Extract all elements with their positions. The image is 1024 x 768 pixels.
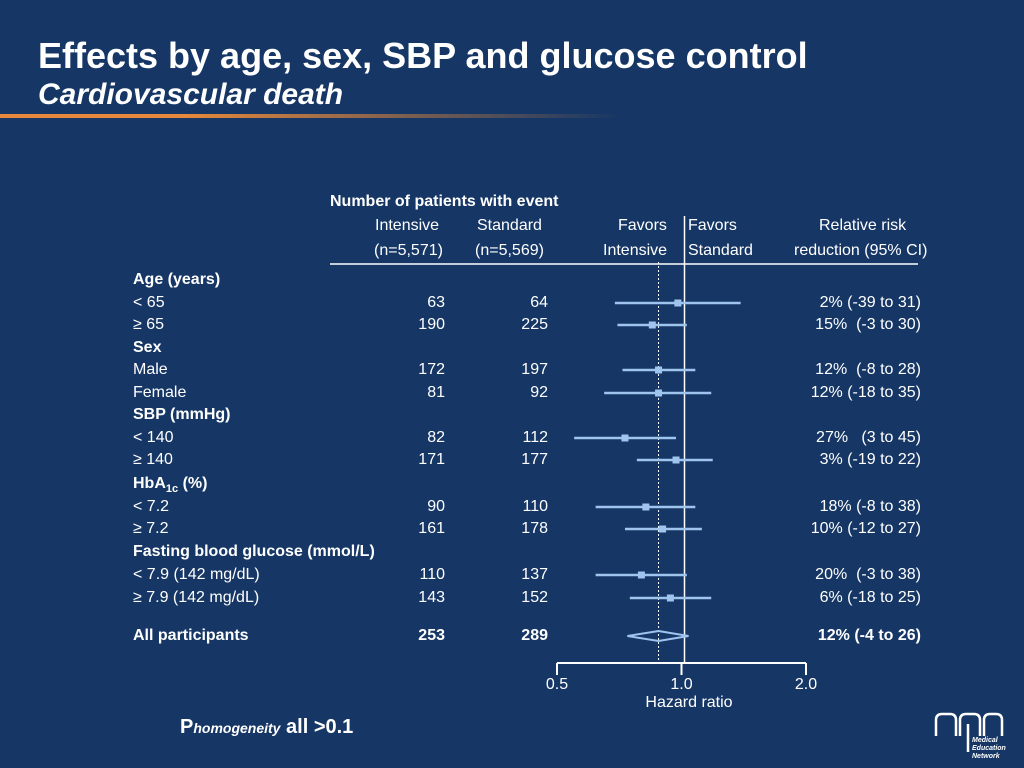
events-group-title: Number of patients with event bbox=[330, 193, 559, 210]
title-divider bbox=[0, 114, 620, 118]
row-label: < 65 bbox=[133, 294, 165, 311]
rrr-value: 6% (-18 to 25) bbox=[819, 589, 921, 606]
rrr-value: 2% (-39 to 31) bbox=[819, 294, 921, 311]
logo-line-2: Education bbox=[972, 745, 1006, 752]
group-header: SBP (mmHg) bbox=[133, 406, 231, 423]
intensive-events: 161 bbox=[418, 520, 445, 537]
x-tick-label: 0.5 bbox=[546, 676, 568, 693]
x-tick-label: 1.0 bbox=[670, 676, 692, 693]
medical-education-network-logo: Medical Education Network bbox=[934, 712, 1006, 760]
rrr-header-1: Relative risk bbox=[819, 217, 907, 234]
rrr-value: 12% (-4 to 26) bbox=[817, 627, 921, 644]
slide-subtitle: Cardiovascular death bbox=[38, 78, 344, 111]
row-label-main: HbA bbox=[133, 475, 166, 492]
intensive-events: 143 bbox=[418, 589, 445, 606]
intensive-events: 172 bbox=[418, 361, 445, 378]
standard-events: 110 bbox=[522, 498, 548, 515]
rrr-value: 12% (-18 to 35) bbox=[810, 384, 921, 401]
hr-point bbox=[648, 321, 656, 329]
hr-point bbox=[637, 571, 645, 579]
logo-line-3: Network bbox=[972, 753, 1001, 760]
favors-standard-label-2: Standard bbox=[688, 242, 753, 259]
row-label: ≥ 65 bbox=[133, 316, 165, 333]
row-label: Male bbox=[133, 361, 168, 378]
rrr-value: 12% (-8 to 28) bbox=[815, 361, 921, 378]
row-label: ≥ 7.2 bbox=[133, 520, 169, 537]
favors-intensive-label-2: Intensive bbox=[603, 242, 668, 259]
hr-point bbox=[666, 594, 674, 602]
hr-point bbox=[621, 434, 629, 442]
standard-events: 177 bbox=[521, 451, 548, 468]
hr-point bbox=[642, 503, 650, 511]
intensive-events: 190 bbox=[418, 316, 445, 333]
rrr-value: 10% (-12 to 27) bbox=[810, 520, 921, 537]
row-label: All participants bbox=[133, 627, 249, 644]
x-axis-label: Hazard ratio bbox=[645, 694, 732, 711]
standard-events: 225 bbox=[521, 316, 548, 333]
standard-events: 197 bbox=[521, 361, 548, 378]
rrr-value: 20% (-3 to 38) bbox=[815, 566, 921, 583]
standard-events: 137 bbox=[521, 566, 548, 583]
intensive-events: 253 bbox=[418, 627, 445, 644]
hr-point bbox=[655, 389, 663, 397]
x-tick-label: 2.0 bbox=[795, 676, 817, 693]
slide-title: Effects by age, sex, SBP and glucose con… bbox=[38, 35, 808, 76]
row-label-subscript: 1c bbox=[165, 483, 179, 496]
intensive-events: 63 bbox=[427, 294, 445, 311]
col-standard-label: Standard bbox=[477, 217, 542, 234]
footnote-sub: homogeneity bbox=[193, 720, 281, 736]
row-label: Female bbox=[133, 384, 187, 401]
rrr-value: 18% (-8 to 38) bbox=[819, 498, 921, 515]
standard-events: 152 bbox=[521, 589, 548, 606]
favors-standard-label-1: Favors bbox=[688, 217, 737, 234]
standard-events: 178 bbox=[521, 520, 548, 537]
footnote-rest: all >0.1 bbox=[280, 716, 354, 738]
rrr-header-2: reduction (95% CI) bbox=[794, 242, 928, 259]
footnote-p: P bbox=[180, 716, 194, 738]
group-header: Age (years) bbox=[133, 271, 221, 288]
favors-intensive-label-1: Favors bbox=[618, 217, 667, 234]
group-header: HbA1c (%) bbox=[133, 474, 207, 499]
col-intensive-label: Intensive bbox=[375, 217, 440, 234]
row-label-suffix: (%) bbox=[178, 475, 208, 492]
intensive-events: 171 bbox=[418, 451, 445, 468]
col-intensive-n: (n=5,571) bbox=[374, 242, 443, 259]
rrr-value: 15% (-3 to 30) bbox=[815, 316, 921, 333]
intensive-events: 81 bbox=[427, 384, 445, 401]
group-header: Sex bbox=[133, 339, 162, 356]
hr-point bbox=[674, 299, 682, 307]
hr-point bbox=[672, 456, 680, 464]
intensive-events: 82 bbox=[427, 429, 445, 446]
row-label: ≥ 7.9 (142 mg/dL) bbox=[133, 589, 260, 606]
row-label: ≥ 140 bbox=[133, 451, 173, 468]
homogeneity-footnote: Phomogeneity all >0.1 bbox=[180, 716, 353, 739]
col-standard-n: (n=5,569) bbox=[475, 242, 544, 259]
hr-point bbox=[655, 366, 663, 374]
standard-events: 92 bbox=[530, 384, 548, 401]
standard-events: 289 bbox=[521, 627, 548, 644]
standard-events: 64 bbox=[530, 294, 548, 311]
intensive-events: 110 bbox=[419, 566, 445, 583]
intensive-events: 90 bbox=[427, 498, 445, 515]
logo-line-1: Medical bbox=[972, 737, 999, 744]
row-label: < 7.2 bbox=[133, 498, 170, 515]
row-label: < 7.9 (142 mg/dL) bbox=[133, 566, 260, 583]
rrr-value: 27% (3 to 45) bbox=[816, 429, 921, 446]
row-label: < 140 bbox=[133, 429, 174, 446]
standard-events: 112 bbox=[522, 429, 548, 446]
rrr-value: 3% (-19 to 22) bbox=[819, 451, 921, 468]
hr-point bbox=[659, 525, 667, 533]
group-header: Fasting blood glucose (mmol/L) bbox=[133, 543, 375, 560]
overall-diamond bbox=[627, 629, 689, 643]
